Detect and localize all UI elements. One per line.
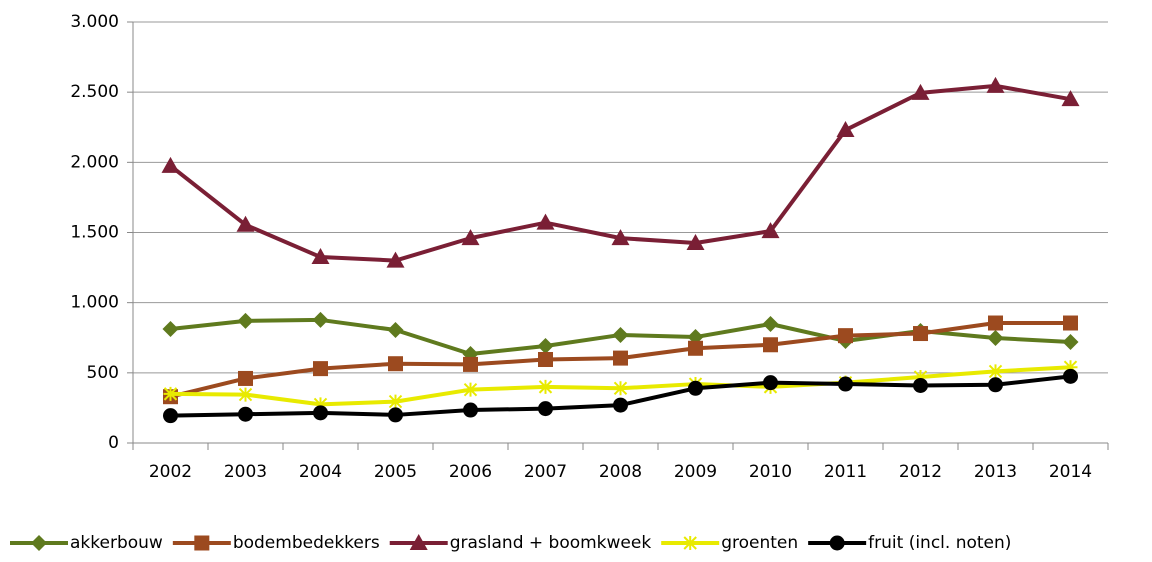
marker — [763, 375, 778, 391]
marker — [313, 361, 328, 377]
marker — [838, 328, 853, 344]
marker — [463, 382, 478, 397]
y-tick-label: 500 — [87, 363, 119, 383]
legend-item: fruit (incl. noten) — [808, 533, 1011, 553]
y-tick-label: 0 — [108, 433, 119, 453]
marker — [163, 408, 178, 424]
x-tick-label: 2011 — [824, 462, 867, 482]
x-tick-label: 2005 — [374, 462, 417, 482]
marker — [613, 381, 628, 396]
marker — [761, 222, 780, 239]
y-tick-label: 2.500 — [70, 82, 119, 102]
x-tick-label: 2003 — [224, 462, 267, 482]
marker — [238, 387, 253, 402]
y-tick-label: 1.000 — [70, 293, 119, 313]
marker — [238, 370, 253, 386]
legend-item: groenten — [661, 533, 798, 553]
marker — [1063, 315, 1078, 331]
y-tick-label: 2.000 — [70, 152, 119, 172]
x-tick-label: 2007 — [524, 462, 567, 482]
x-tick-label: 2010 — [749, 462, 792, 482]
legend-label: groenten — [721, 533, 798, 553]
x-tick-label: 2013 — [974, 462, 1017, 482]
marker — [388, 394, 403, 409]
x-tick-label: 2008 — [599, 462, 642, 482]
marker — [163, 386, 178, 401]
marker — [461, 229, 480, 246]
marker — [463, 356, 478, 372]
marker — [538, 401, 553, 417]
legend-label: fruit (incl. noten) — [868, 533, 1011, 553]
marker — [236, 215, 255, 232]
marker — [612, 326, 629, 343]
legend-label: akkerbouw — [70, 533, 163, 553]
marker — [611, 229, 630, 246]
marker — [238, 406, 253, 422]
marker — [162, 321, 179, 338]
marker — [1063, 368, 1078, 384]
x-tick-label: 2002 — [149, 462, 192, 482]
marker — [763, 337, 778, 353]
x-tick-label: 2004 — [299, 462, 342, 482]
marker — [988, 315, 1003, 331]
marker — [1062, 333, 1079, 350]
marker — [313, 405, 328, 421]
marker — [836, 121, 855, 138]
marker — [613, 350, 628, 366]
marker — [987, 330, 1004, 347]
marker — [1061, 90, 1080, 107]
marker — [538, 352, 553, 368]
legend-label: grasland + boomkweek — [450, 533, 652, 553]
marker — [683, 536, 698, 550]
marker — [911, 83, 930, 100]
marker — [538, 379, 553, 394]
marker — [463, 402, 478, 418]
marker — [311, 248, 330, 265]
x-tick-label: 2014 — [1049, 462, 1092, 482]
marker — [161, 156, 180, 173]
x-tick-label: 2009 — [674, 462, 717, 482]
marker — [312, 311, 329, 328]
marker — [388, 407, 403, 423]
marker — [913, 370, 928, 385]
marker — [31, 535, 47, 551]
marker — [613, 397, 628, 413]
y-tick-label: 1.500 — [70, 223, 119, 243]
y-tick-label: 3.000 — [70, 12, 119, 32]
legend-item: akkerbouw — [10, 533, 163, 553]
marker — [237, 312, 254, 329]
marker — [829, 535, 845, 551]
marker — [537, 338, 554, 355]
marker — [688, 340, 703, 356]
marker — [194, 535, 210, 551]
marker — [988, 364, 1003, 379]
marker — [986, 76, 1005, 93]
legend-item: bodembedekkers — [172, 533, 380, 553]
legend-label: bodembedekkers — [233, 533, 380, 553]
marker — [688, 380, 703, 396]
marker — [313, 397, 328, 412]
marker — [913, 326, 928, 342]
marker — [386, 251, 405, 268]
marker — [988, 377, 1003, 393]
marker — [388, 356, 403, 372]
marker — [409, 534, 428, 550]
marker — [838, 376, 853, 392]
x-tick-label: 2012 — [899, 462, 942, 482]
marker — [1063, 360, 1078, 375]
marker — [536, 213, 555, 230]
legend-item: grasland + boomkweek — [389, 533, 652, 553]
x-tick-label: 2006 — [449, 462, 492, 482]
marker — [387, 322, 404, 339]
marker — [762, 315, 779, 332]
marker — [913, 377, 928, 393]
marker — [686, 234, 705, 251]
